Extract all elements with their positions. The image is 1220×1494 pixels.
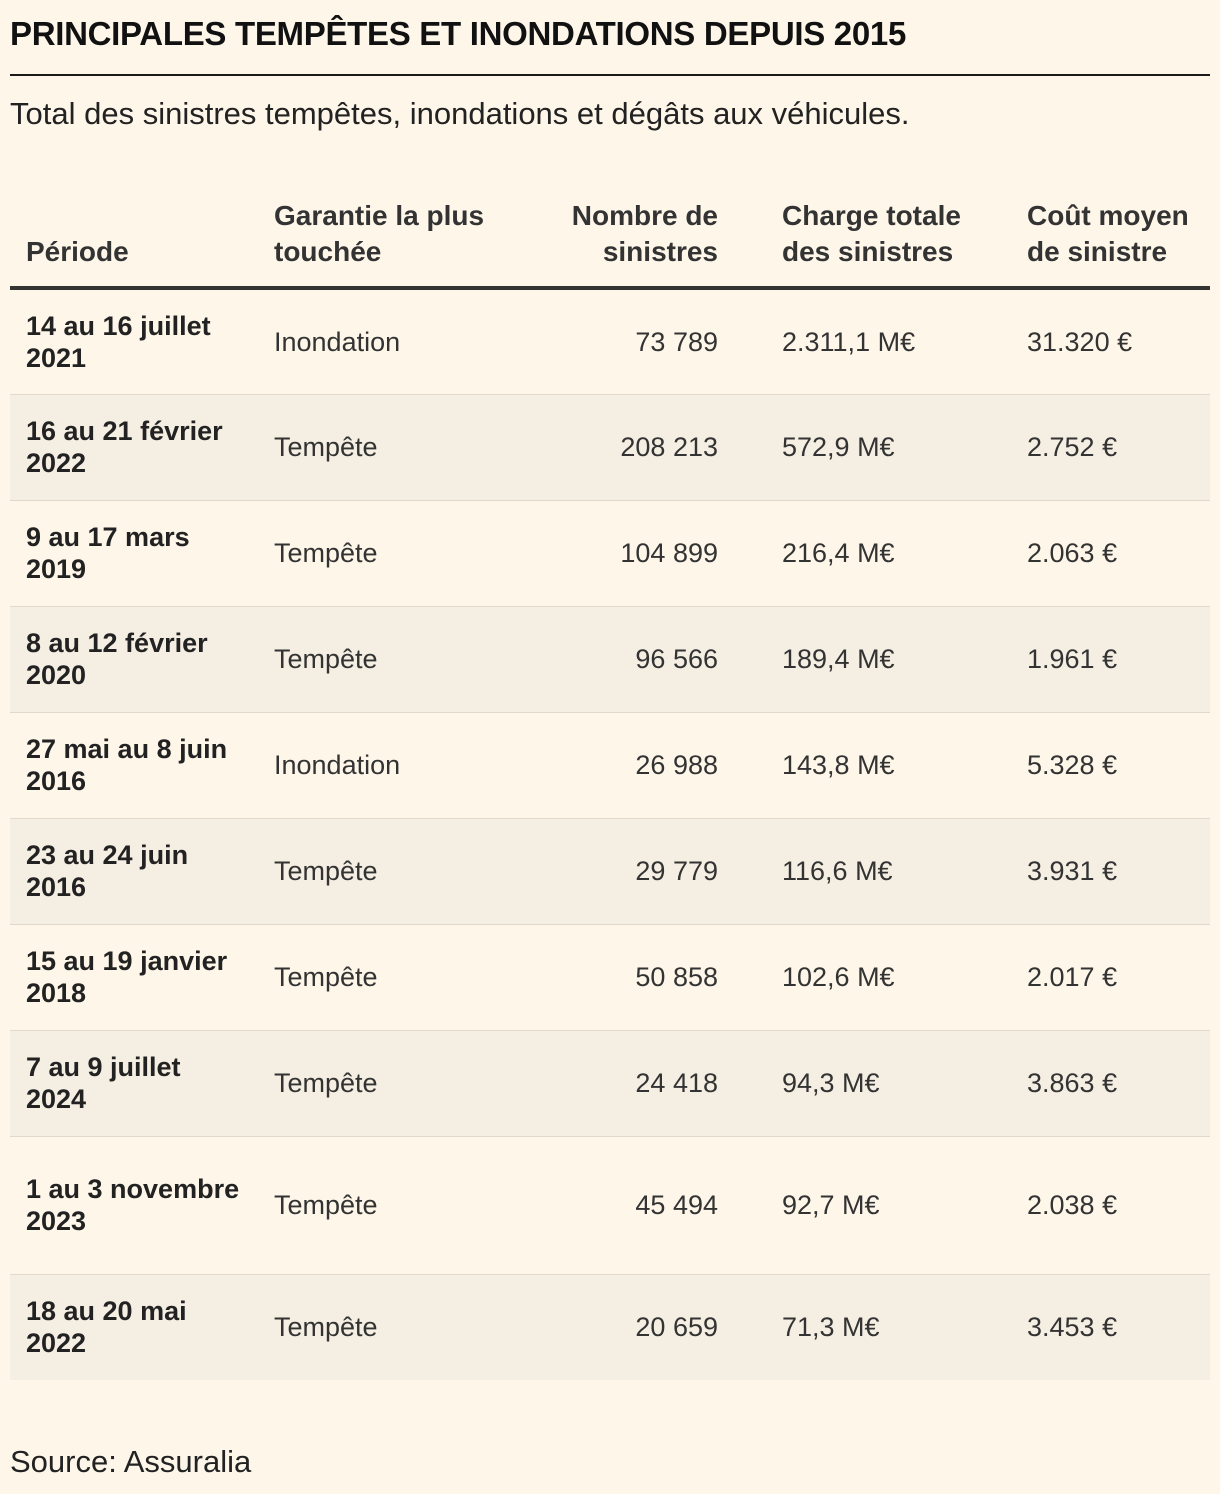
table-body: 14 au 16 juillet 2021 Inondation 73 789 2.3… [10,288,1210,1380]
cell-cout: 1.961 € [979,606,1210,713]
cell-nombre: 20 659 [518,1274,734,1380]
cell-charge: 94,3 M€ [734,1030,979,1137]
cell-charge: 572,9 M€ [734,394,979,501]
table-row: 14 au 16 juillet 2021 Inondation 73 789 2.3… [10,288,1210,395]
cell-nombre: 45 494 [518,1136,734,1275]
cell-nombre: 104 899 [518,500,734,607]
table-row: 23 au 24 juin 2016 Tempête 29 779 116,6 M€ 3… [10,818,1210,925]
table-row: 8 au 12 février 2020 Tempête 96 566 189,4 M… [10,606,1210,713]
cell-periode: 18 au 20 mai 2022 [10,1274,258,1380]
table-card: PRINCIPALES TEMPÊTES ET INONDATIONS DEPU… [10,0,1210,1479]
cell-nombre: 96 566 [518,606,734,713]
header-row: Période Garantie la plus touchée Nombre … [10,180,1210,290]
cell-nombre: 73 789 [518,288,734,395]
table-row: 7 au 9 juillet 2024 Tempête 24 418 94,3 M€ 3… [10,1030,1210,1137]
data-table: Période Garantie la plus touchée Nombre … [10,180,1210,1380]
table-row: 9 au 17 mars 2019 Tempête 104 899 216,4 M€ 2… [10,500,1210,607]
cell-periode: 16 au 21 février 2022 [10,394,258,501]
cell-nombre: 26 988 [518,712,734,819]
cell-cout: 2.752 € [979,394,1210,501]
cell-periode: 9 au 17 mars 2019 [10,500,258,607]
cell-charge: 102,6 M€ [734,924,979,1031]
cell-periode: 14 au 16 juillet 2021 [10,288,258,395]
column-header-charge: Charge totale des sinistres [734,180,979,290]
cell-garantie: Tempête [258,818,518,925]
cell-cout: 2.063 € [979,500,1210,607]
cell-garantie: Inondation [258,712,518,819]
table-row: 27 mai au 8 juin 2016 Inondation 26 988 143… [10,712,1210,819]
cell-charge: 92,7 M€ [734,1136,979,1275]
column-header-nombre: Nombre de sinistres [518,180,734,290]
cell-charge: 216,4 M€ [734,500,979,607]
cell-nombre: 29 779 [518,818,734,925]
chart-subtitle: Total des sinistres tempêtes, inondation… [10,96,910,131]
cell-cout: 5.328 € [979,712,1210,819]
source-note: Source: Assuralia [10,1444,252,1479]
cell-nombre: 208 213 [518,394,734,501]
cell-cout: 31.320 € [979,288,1210,395]
table-header: Période Garantie la plus touchée Nombre … [10,180,1210,290]
cell-charge: 2.311,1 M€ [734,288,979,395]
cell-periode: 27 mai au 8 juin 2016 [10,712,258,819]
column-header-garantie: Garantie la plus touchée [258,180,518,290]
cell-periode: 15 au 19 janvier 2018 [10,924,258,1031]
table-row: 16 au 21 février 2022 Tempête 208 213 572,9… [10,394,1210,501]
cell-garantie: Tempête [258,394,518,501]
cell-garantie: Tempête [258,1136,518,1275]
cell-garantie: Tempête [258,924,518,1031]
cell-cout: 2.038 € [979,1136,1210,1275]
table-row: 18 au 20 mai 2022 Tempête 20 659 71,3 M€ 3.4… [10,1274,1210,1380]
cell-charge: 189,4 M€ [734,606,979,713]
cell-cout: 3.931 € [979,818,1210,925]
chart-title: PRINCIPALES TEMPÊTES ET INONDATIONS DEPU… [10,0,1210,76]
cell-garantie: Tempête [258,606,518,713]
table-row: 1 au 3 novembre 2023 Tempête 45 494 92,7 M€… [10,1136,1210,1275]
cell-charge: 116,6 M€ [734,818,979,925]
column-header-periode: Période [10,180,258,290]
cell-cout: 2.017 € [979,924,1210,1031]
column-header-cout: Coût moyen de sinistre [979,180,1210,290]
cell-charge: 71,3 M€ [734,1274,979,1380]
cell-periode: 23 au 24 juin 2016 [10,818,258,925]
table-row: 15 au 19 janvier 2018 Tempête 50 858 102,6 … [10,924,1210,1031]
cell-garantie: Tempête [258,500,518,607]
cell-garantie: Inondation [258,288,518,395]
cell-cout: 3.453 € [979,1274,1210,1380]
cell-nombre: 24 418 [518,1030,734,1137]
cell-cout: 3.863 € [979,1030,1210,1137]
cell-garantie: Tempête [258,1274,518,1380]
cell-periode: 8 au 12 février 2020 [10,606,258,713]
cell-periode: 1 au 3 novembre 2023 [10,1136,258,1275]
cell-garantie: Tempête [258,1030,518,1137]
cell-charge: 143,8 M€ [734,712,979,819]
cell-periode: 7 au 9 juillet 2024 [10,1030,258,1137]
cell-nombre: 50 858 [518,924,734,1031]
